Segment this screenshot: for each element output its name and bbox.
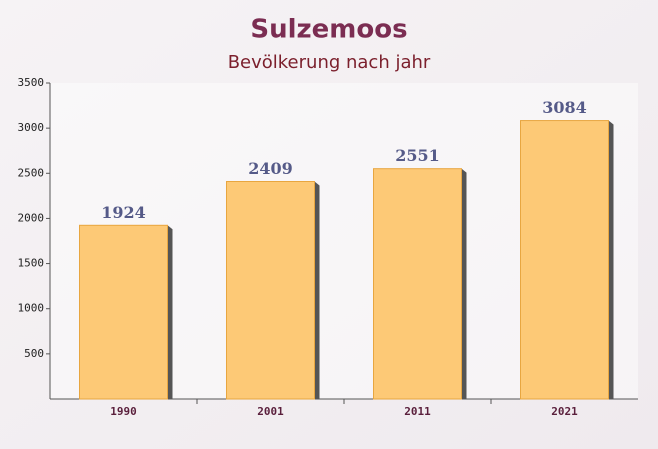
- bar: [226, 181, 315, 400]
- y-tick-label: 3500: [18, 76, 45, 89]
- bar-shadow: [167, 225, 173, 399]
- bar: [79, 224, 168, 400]
- x-tick-label: 2001: [257, 405, 284, 418]
- x-tick-label: 1990: [110, 405, 137, 418]
- y-tick-label: 3000: [18, 121, 45, 134]
- chart-title: Sulzemoos: [250, 15, 407, 45]
- value-label: 1924: [101, 203, 146, 222]
- y-tick-label: 2500: [18, 166, 45, 179]
- value-label: 2409: [248, 159, 293, 178]
- y-tick-label: 1500: [18, 257, 45, 270]
- bar-shadow: [314, 181, 320, 399]
- bar: [373, 168, 462, 400]
- bar-shadow: [608, 120, 614, 399]
- chart-subtitle: Bevölkerung nach jahr: [228, 52, 431, 73]
- value-label: 2551: [395, 146, 440, 165]
- y-tick-label: 1000: [18, 302, 45, 315]
- x-tick-label: 2021: [551, 405, 578, 418]
- bar-shadow: [461, 168, 467, 399]
- bar: [520, 120, 609, 400]
- y-tick-label: 2000: [18, 211, 45, 224]
- value-label: 3084: [542, 98, 587, 117]
- y-tick-label: 500: [24, 347, 44, 360]
- x-tick-label: 2011: [404, 405, 431, 418]
